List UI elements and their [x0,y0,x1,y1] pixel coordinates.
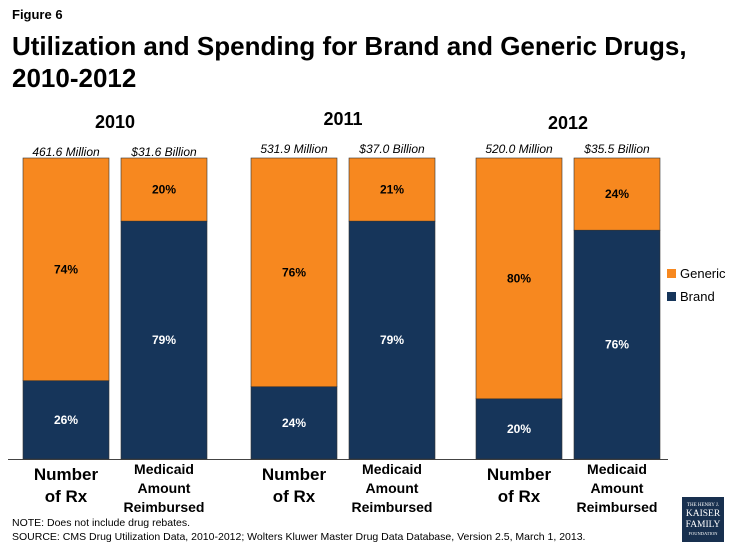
category-label-2011-1-2: Reimbursed [352,499,433,515]
logo-line-3: FAMILY [685,519,721,530]
data-label-generic-2011-0: 76% [282,265,306,279]
category-label-2012-0-0: Number [487,465,552,484]
data-label-brand-2011-1: 79% [380,333,404,347]
bar-brand-2010-1 [120,220,208,460]
source-text: SOURCE: CMS Drug Utilization Data, 2010-… [12,531,586,543]
category-label-2012-1-1: Amount [591,480,644,496]
footnotes: NOTE: Does not include drug rebates. SOU… [12,516,585,544]
bar-generic-2010-1 [120,157,208,222]
category-label-2012-1-0: Medicaid [587,461,647,477]
figure-label: Figure 6 [12,7,63,22]
legend: Generic Brand [667,262,726,308]
data-label-generic-2012-0: 80% [507,271,531,285]
legend-item-generic: Generic [667,262,726,285]
data-label-brand-2012-0: 20% [507,422,531,436]
note-text: NOTE: Does not include drug rebates. [12,517,191,529]
category-label-2010-1-0: Medicaid [134,461,194,477]
category-label-2010-1-1: Amount [138,480,191,496]
total-label-2010-0: 461.6 Million [32,145,100,159]
logo-line-1: THE HENRY J. [686,502,720,508]
bar-brand-2012-1 [573,229,661,460]
year-label-2011: 2011 [323,109,362,129]
category-label-2011-0-1: of Rx [273,487,316,506]
legend-item-brand: Brand [667,285,726,308]
legend-label-generic: Generic [680,266,726,281]
bar-generic-2012-0 [475,157,563,400]
data-label-brand-2010-1: 79% [152,333,176,347]
legend-swatch-brand [667,292,676,301]
total-label-2010-1: $31.6 Billion [130,145,197,159]
bar-generic-2010-0 [22,157,110,382]
bar-brand-2011-1 [348,220,436,460]
data-label-generic-2010-1: 20% [152,183,176,197]
data-label-brand-2011-0: 24% [282,416,306,430]
bar-brand-2010-0 [22,380,110,460]
bar-brand-2011-0 [250,386,338,460]
data-label-generic-2011-1: 21% [380,183,404,197]
data-label-brand-2010-0: 26% [54,413,78,427]
year-label-2012: 2012 [548,113,588,133]
data-label-brand-2012-1: 76% [605,338,629,352]
bar-generic-2012-1 [573,157,661,231]
kff-logo: THE HENRY J. KAISER FAMILY FOUNDATION [682,497,724,542]
category-label-2011-1-1: Amount [366,480,419,496]
total-label-2011-1: $37.0 Billion [358,142,425,156]
category-label-2011-1-0: Medicaid [362,461,422,477]
legend-label-brand: Brand [680,289,715,304]
category-label-2010-0-1: of Rx [45,487,88,506]
logo-line-4: FOUNDATION [688,530,718,536]
category-label-2012-1-2: Reimbursed [577,499,658,515]
bar-brand-2012-0 [475,398,563,460]
total-label-2011-0: 531.9 Million [260,142,328,156]
data-label-generic-2010-0: 74% [54,262,78,276]
year-label-2010: 2010 [95,112,135,132]
logo-line-2: KAISER [685,508,721,519]
data-label-generic-2012-1: 24% [605,187,629,201]
category-label-2010-0-0: Number [34,465,99,484]
category-label-2012-0-1: of Rx [498,487,541,506]
chart-title: Utilization and Spending for Brand and G… [12,31,687,93]
total-label-2012-1: $35.5 Billion [583,142,650,156]
category-label-2011-0-0: Number [262,465,327,484]
legend-swatch-generic [667,269,676,278]
total-label-2012-0: 520.0 Million [485,142,553,156]
bar-generic-2011-0 [250,157,338,388]
category-label-2010-1-2: Reimbursed [124,499,205,515]
